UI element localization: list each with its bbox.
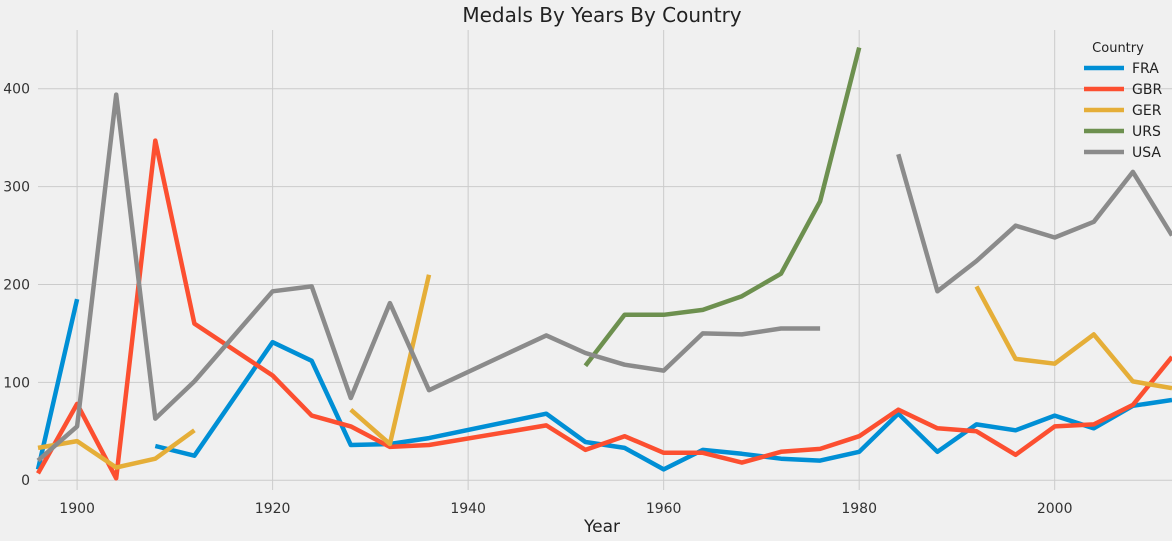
- legend-label-usa: USA: [1132, 145, 1161, 161]
- axis-ticks: 0 100 200 300 400 1900 1920 1940 1960 1980 2000: [3, 82, 1072, 517]
- legend-title: Country: [1092, 41, 1144, 56]
- x-axis-label: Year: [583, 517, 620, 537]
- legend-label-urs: URS: [1132, 124, 1161, 140]
- y-tick-label: 100: [3, 375, 30, 391]
- x-tick-label: 2000: [1037, 501, 1073, 517]
- y-tick-label: 200: [3, 277, 30, 293]
- x-tick-label: 1900: [59, 501, 95, 517]
- series-line-urs: [583, 47, 862, 368]
- legend: Country FRA GBR GER URS USA: [1084, 41, 1162, 161]
- chart-title: Medals By Years By Country: [462, 3, 741, 27]
- x-tick-label: 1920: [255, 501, 291, 517]
- series-line-fra: [35, 298, 1172, 472]
- legend-label-gbr: GBR: [1132, 82, 1162, 98]
- series-line-usa: [36, 92, 1172, 463]
- x-tick-label: 1940: [450, 501, 486, 517]
- grid: [38, 30, 1172, 490]
- series-lines: [35, 47, 1172, 481]
- x-tick-label: 1960: [646, 501, 682, 517]
- legend-label-ger: GER: [1132, 103, 1162, 119]
- x-tick-label: 1980: [841, 501, 877, 517]
- series-line-gbr: [36, 138, 1172, 481]
- legend-label-fra: FRA: [1132, 61, 1159, 77]
- series-line-ger: [37, 274, 1172, 470]
- y-tick-label: 0: [21, 473, 30, 489]
- y-tick-label: 400: [3, 82, 30, 98]
- y-tick-label: 300: [3, 180, 30, 196]
